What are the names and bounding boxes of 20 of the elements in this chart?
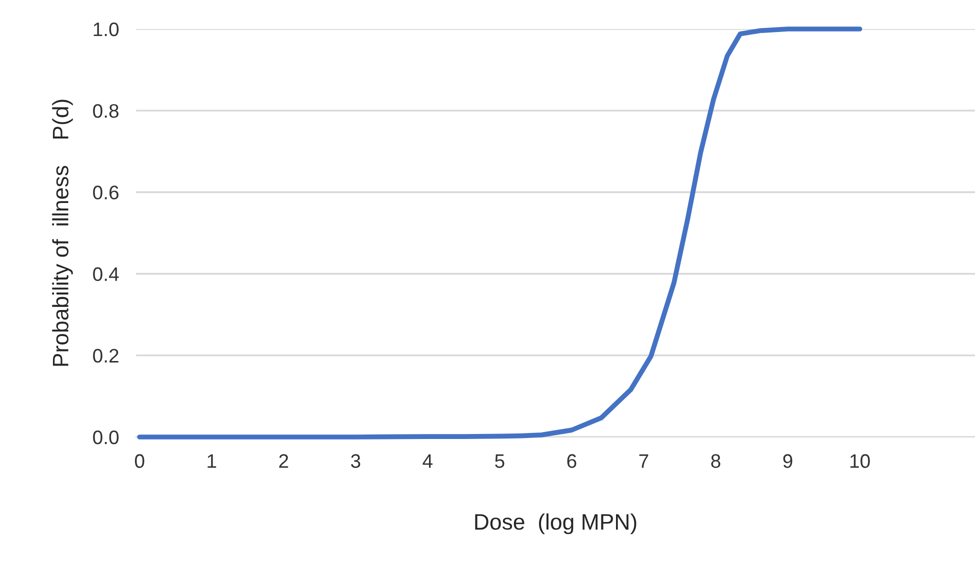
x-tick-label: 9 <box>783 454 792 468</box>
x-axis-title: Dose (log MPN) <box>475 513 636 534</box>
x-tick-label: 7 <box>639 454 648 468</box>
y-tick-label: 0.4 <box>93 267 119 282</box>
x-tick-label: 8 <box>711 454 720 468</box>
line-series <box>137 26 862 440</box>
x-tick-label: 1 <box>208 454 216 468</box>
y-tick-label: 0.6 <box>93 186 118 200</box>
y-tick-label: 0.2 <box>93 348 118 363</box>
x-tick-label: 2 <box>279 454 288 468</box>
x-tick-label: 3 <box>350 454 360 468</box>
y-tick-label: 0.0 <box>93 430 119 444</box>
y-tick-label: 0.8 <box>93 104 118 118</box>
x-tick-label: 6 <box>567 454 576 468</box>
x-tick-label: 0 <box>134 454 144 468</box>
y-axis-title: Probability of illness P(d) <box>52 100 73 366</box>
x-tick-label: 10 <box>850 454 870 468</box>
y-tick-label: 1.0 <box>94 22 119 36</box>
x-tick-label: 4 <box>422 454 433 468</box>
x-tick-label: 5 <box>495 454 504 468</box>
